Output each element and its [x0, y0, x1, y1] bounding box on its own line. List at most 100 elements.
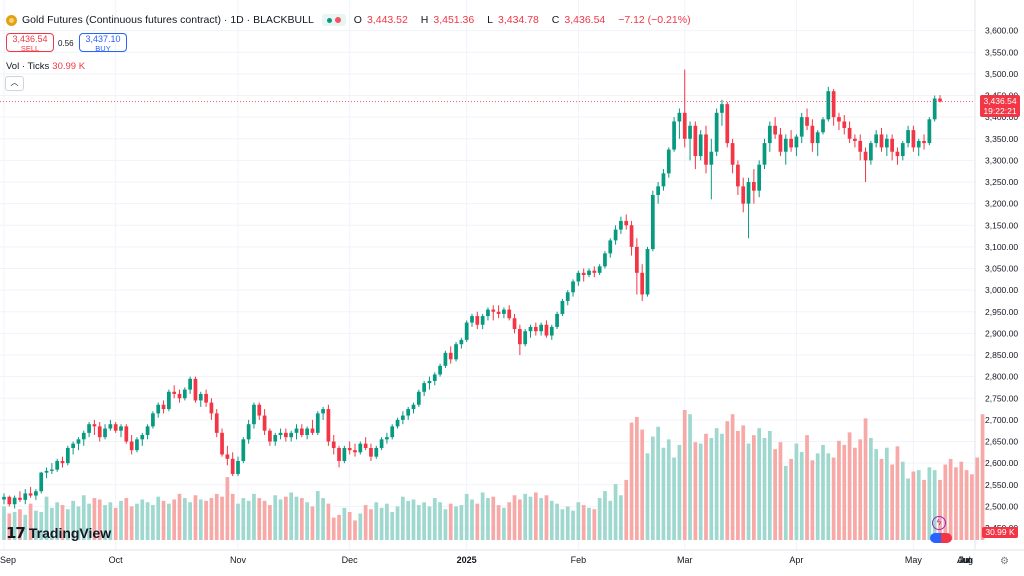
- candle-body: [432, 374, 437, 381]
- candle-body: [427, 380, 432, 384]
- candle-body: [661, 173, 666, 187]
- sell-button[interactable]: 3,436.54 SELL: [6, 33, 54, 53]
- volume-bar: [528, 496, 533, 540]
- volume-bar: [523, 493, 528, 540]
- gear-icon[interactable]: ⚙: [1000, 556, 1009, 567]
- candle-body: [443, 352, 448, 366]
- candle-body: [145, 426, 150, 436]
- candle-body: [470, 316, 474, 323]
- candle-body: [635, 246, 639, 273]
- volume-bar: [714, 428, 719, 540]
- candle-body: [645, 249, 650, 295]
- candle-body: [390, 426, 395, 438]
- open-value: 3,443.52: [366, 14, 408, 26]
- tradingview-logo[interactable]: 17 TradingView: [6, 524, 111, 542]
- price-axis[interactable]: 3,600.003,550.003,500.003,450.003,400.00…: [985, 26, 1018, 533]
- volume-bar: [172, 499, 177, 540]
- volume-bar: [512, 495, 517, 540]
- volume-bar: [677, 444, 682, 540]
- volume-legend[interactable]: Vol · Ticks 30.99 K: [6, 61, 85, 72]
- candle-body: [805, 117, 809, 126]
- volume-bar: [922, 479, 926, 540]
- candle-body: [603, 253, 607, 267]
- volume-bar: [305, 502, 309, 540]
- volume-bar: [294, 496, 299, 540]
- volume-bar: [964, 470, 969, 540]
- candle-body: [87, 424, 91, 433]
- volume-bar: [156, 496, 161, 540]
- candle-body: [448, 352, 453, 360]
- tradingview-mark-icon: 17: [6, 524, 26, 542]
- candle-body: [177, 393, 182, 399]
- candle-body: [363, 443, 368, 448]
- volume-bar: [980, 414, 985, 540]
- volume-bar: [214, 493, 219, 540]
- volume-bar: [331, 517, 336, 540]
- volume-bar: [23, 514, 28, 540]
- volume-bar: [97, 499, 102, 540]
- price-tick-label: 2,650.00: [985, 437, 1018, 447]
- candle-body: [922, 140, 926, 144]
- candle-body: [44, 470, 49, 473]
- candle-body: [55, 460, 60, 470]
- high-value: 3,451.36: [433, 14, 475, 26]
- buy-button[interactable]: 3,437.10 BUY: [79, 33, 127, 53]
- candle-body: [411, 404, 416, 410]
- eye-icon[interactable]: [321, 14, 346, 26]
- candle-body: [278, 432, 283, 436]
- volume-bar: [932, 470, 937, 540]
- candle-body: [927, 119, 932, 144]
- candle-body: [571, 281, 575, 293]
- close-value: 3,436.54: [564, 14, 606, 26]
- candle-body: [65, 447, 70, 464]
- candle-body: [826, 91, 831, 120]
- tradingview-wordmark: TradingView: [28, 525, 112, 541]
- volume-bar: [890, 464, 894, 540]
- candle-body: [225, 454, 230, 459]
- volume-bar: [603, 491, 607, 540]
- candle-body: [938, 98, 942, 102]
- candle-body: [491, 309, 496, 312]
- time-tick-label: Jul: [959, 555, 971, 565]
- symbol-title[interactable]: Gold Futures (Continuous futures contrac…: [22, 14, 314, 26]
- volume-bar: [12, 512, 17, 540]
- candles: [2, 69, 942, 509]
- volume-bar: [369, 509, 373, 540]
- volume-bar: [752, 435, 756, 540]
- time-tick-label: Apr: [789, 555, 803, 565]
- candle-body: [794, 136, 799, 148]
- volume-bar: [225, 477, 230, 540]
- candle-body: [879, 134, 884, 148]
- flag-icon[interactable]: [930, 533, 952, 543]
- price-tick-label: 3,400.00: [985, 112, 1018, 122]
- volume-bar: [475, 503, 480, 540]
- candle-body: [555, 313, 559, 327]
- candle-body: [821, 119, 825, 133]
- volume-bar: [347, 512, 352, 540]
- price-tick-label: 2,750.00: [985, 393, 1018, 403]
- candle-body: [347, 447, 352, 451]
- volume-bar: [565, 506, 570, 540]
- candle-body: [310, 428, 315, 433]
- candle-body: [693, 125, 698, 157]
- volume-bar: [246, 500, 251, 540]
- price-tick-label: 3,050.00: [985, 264, 1018, 274]
- candle-body: [762, 143, 767, 165]
- volume-bar: [613, 484, 618, 540]
- price-tick-label: 2,800.00: [985, 372, 1018, 382]
- buy-price: 3,437.10: [85, 34, 121, 44]
- collapse-legend-button[interactable]: ︿: [5, 76, 24, 91]
- candle-body: [353, 450, 357, 453]
- volume-bar: [470, 499, 474, 540]
- price-tick-label: 2,700.00: [985, 415, 1018, 425]
- volume-bar: [167, 503, 171, 540]
- candle-body: [890, 138, 894, 152]
- lightning-icon[interactable]: ϟ: [932, 516, 946, 530]
- volume-bar: [236, 503, 240, 540]
- time-tick-label: Jun: [958, 555, 973, 565]
- volume-bar: [7, 513, 12, 540]
- volume-bar: [869, 437, 873, 540]
- candle-body: [416, 391, 421, 405]
